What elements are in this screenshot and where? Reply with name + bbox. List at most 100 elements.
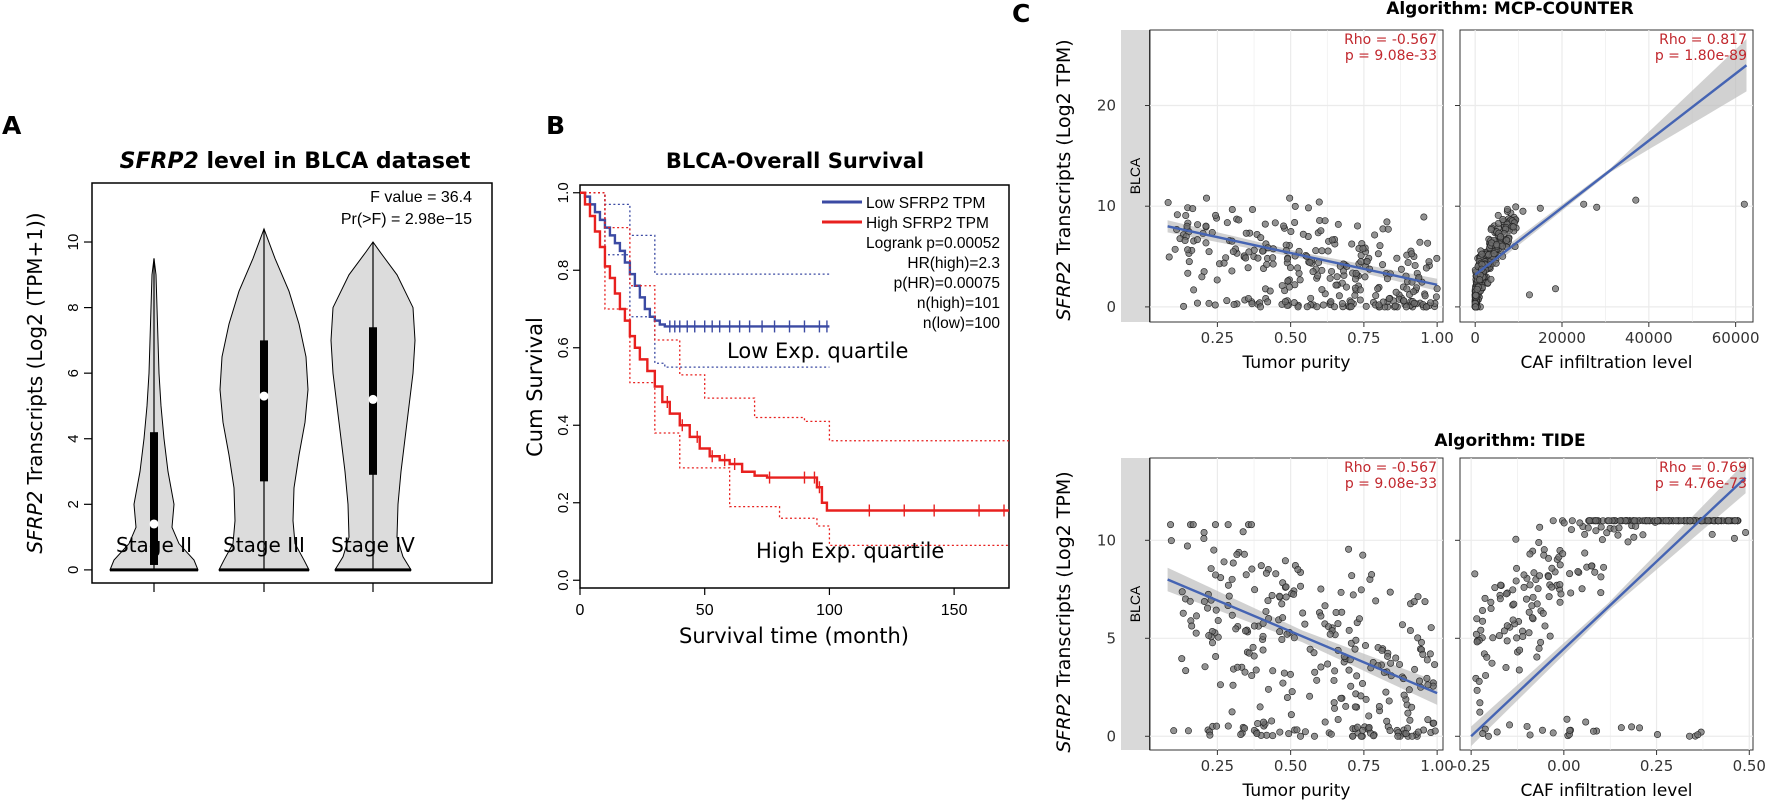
scatter-point	[1546, 632, 1554, 640]
scatter-point	[1347, 682, 1355, 690]
scatter-point	[1220, 558, 1228, 566]
scatter-point	[1189, 521, 1197, 529]
scatter-p-value: p = 4.76e-73	[1655, 476, 1747, 492]
scatter-point	[1212, 571, 1220, 579]
scatter-point	[1349, 732, 1357, 740]
violin-y-tick-label: 0	[65, 566, 82, 574]
scatter-point	[1254, 720, 1262, 728]
scatter-point	[1506, 721, 1514, 729]
scatter-x-tick-label: 1.00	[1420, 329, 1453, 347]
scatter-point	[1213, 276, 1221, 284]
scatter-point	[1493, 241, 1501, 249]
scatter-point	[1318, 266, 1326, 274]
scatter-point	[1264, 685, 1272, 693]
scatter-point	[1512, 577, 1520, 585]
scatter-point	[1408, 732, 1416, 740]
survival-y-tick-label: 0.8	[555, 260, 572, 281]
scatter-point	[1414, 728, 1422, 736]
scatter-point	[1502, 664, 1510, 672]
scatter-point	[1382, 688, 1390, 696]
scatter-point	[1566, 726, 1574, 734]
panel-b-survival-chart: BLCA-Overall Survival 0 50 100 150 0.0 0.2 0.4…	[523, 149, 1010, 648]
scatter-point	[1592, 527, 1600, 535]
scatter-point	[1544, 573, 1552, 581]
scatter-point	[1632, 196, 1640, 204]
scatter-point	[1410, 299, 1418, 307]
scatter-point	[1384, 225, 1392, 233]
survival-x-label: Survival time (month)	[679, 624, 909, 648]
scatter-point	[1220, 259, 1228, 267]
scatter-y-label-top-rest: Transcripts (Log2 TPM)	[1053, 39, 1075, 261]
scatter-point	[1519, 632, 1527, 640]
scatter-point	[1653, 517, 1661, 525]
scatter-point	[1416, 677, 1424, 685]
scatter-point	[1476, 699, 1484, 707]
scatter-point	[1192, 629, 1200, 637]
scatter-point	[1510, 600, 1518, 608]
scatter-point	[1559, 550, 1567, 558]
scatter-point	[1318, 286, 1326, 294]
ci-upper-high	[580, 192, 1009, 442]
scatter-point	[1351, 703, 1359, 711]
scatter-point	[1276, 628, 1284, 636]
scatter-point	[1276, 728, 1284, 736]
scatter-point	[1522, 595, 1530, 603]
scatter-point	[1533, 653, 1541, 661]
scatter-x-tick-label: 0.75	[1347, 757, 1380, 775]
scatter-point	[1301, 620, 1309, 628]
scatter-x-tick-label: 0	[1470, 329, 1480, 347]
scatter-rho: Rho = -0.567	[1344, 460, 1437, 476]
scatter-point	[1318, 247, 1326, 255]
scatter-point	[1392, 288, 1400, 296]
scatter-point	[1202, 194, 1210, 202]
scatter-point	[1560, 519, 1568, 527]
scatter-point	[1263, 261, 1271, 269]
scatter-point	[1406, 716, 1414, 724]
scatter-point	[1589, 727, 1597, 735]
violin-x-axis: Stage II Stage III Stage IV	[116, 533, 415, 592]
scatter-point	[1241, 724, 1249, 732]
scatter-point	[1304, 204, 1312, 212]
panel-a-violin-chart: SFRP2 level in BLCA dataset 0 2 4 6 8 10 Stag…	[23, 149, 493, 592]
scatter-point	[1228, 708, 1236, 716]
scatter-point	[1471, 570, 1479, 578]
scatter-point	[1321, 217, 1329, 225]
scatter-point	[1194, 221, 1202, 229]
scatter-point	[1586, 517, 1594, 525]
violin-iqr-box	[260, 340, 268, 482]
scatter-point	[1426, 650, 1434, 658]
scatter-point	[1266, 287, 1274, 295]
violin-stat-p: Pr(>F) = 2.98e−15	[341, 211, 472, 228]
scatter-point	[1278, 600, 1286, 608]
scatter-title-tide: Algorithm: TIDE	[1434, 431, 1585, 451]
scatter-point	[1252, 666, 1260, 674]
scatter-point	[1548, 583, 1556, 591]
scatter-point	[1624, 538, 1632, 546]
scatter-y-label-bottom: SFRP2 Transcripts (Log2 TPM)	[1053, 471, 1075, 752]
violin-title: SFRP2 level in BLCA dataset	[120, 149, 471, 174]
scatter-point	[1567, 526, 1575, 534]
scatter-y-label-top-gene: SFRP2	[1053, 261, 1075, 321]
scatter-point	[1332, 608, 1340, 616]
scatter-point	[1597, 523, 1605, 531]
scatter-point	[1314, 272, 1322, 280]
scatter-point	[1183, 222, 1191, 230]
scatter-point	[1584, 524, 1592, 532]
scatter-point	[1479, 606, 1487, 614]
scatter-y-tick-label: 0	[1106, 298, 1116, 316]
scatter-point	[1368, 571, 1376, 579]
scatter-point	[1704, 517, 1712, 525]
scatter-fit-line	[1167, 225, 1438, 286]
survival-x-tick-label: 100	[816, 602, 843, 619]
scatter-point	[1491, 584, 1499, 592]
violin-x-tick-label: Stage IV	[331, 533, 415, 557]
scatter-point	[1541, 622, 1549, 630]
scatter-point	[1228, 611, 1236, 619]
scatter-point	[1262, 569, 1270, 577]
scatter-point	[1357, 732, 1365, 740]
scatter-y-label-bottom-rest: Transcripts (Log2 TPM)	[1053, 471, 1075, 693]
scatter-point	[1291, 218, 1299, 226]
violin-y-tick-label: 6	[65, 369, 82, 377]
scatter-point	[1205, 248, 1213, 256]
